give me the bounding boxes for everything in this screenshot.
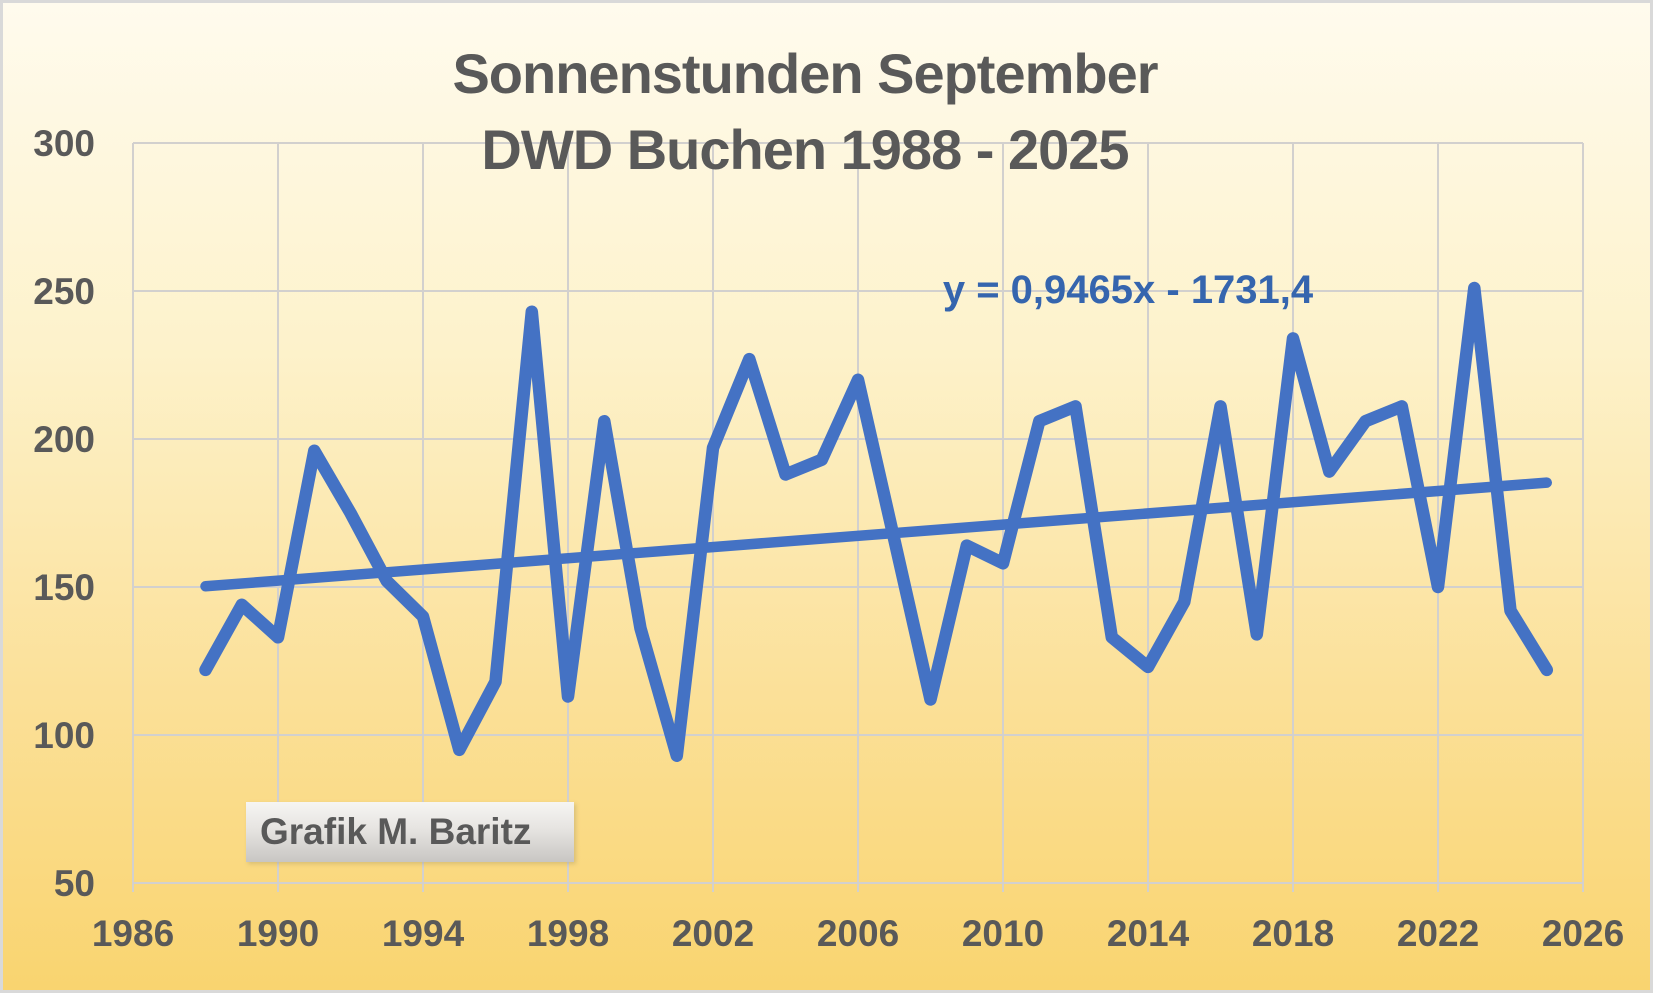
y-axis-tick-label: 50 <box>54 863 95 904</box>
x-axis-tick-label: 1994 <box>382 913 465 954</box>
x-axis-tick-label: 2026 <box>1542 913 1624 954</box>
y-axis-tick-label: 250 <box>33 271 95 312</box>
chart-title-line2: DWD Buchen 1988 - 2025 <box>481 118 1129 181</box>
x-axis-tick-label: 2006 <box>817 913 899 954</box>
x-axis-tick-label: 1986 <box>92 913 174 954</box>
chart-title: Sonnenstunden September DWD Buchen 1988 … <box>0 36 1610 188</box>
x-axis-tick-label: 2014 <box>1107 913 1190 954</box>
x-axis-tick-label: 1990 <box>237 913 319 954</box>
y-axis-tick-label: 150 <box>33 567 95 608</box>
credit-label: Grafik M. Baritz <box>260 811 532 852</box>
credit-box: Grafik M. Baritz <box>246 802 574 862</box>
x-axis-tick-label: 1998 <box>527 913 609 954</box>
x-axis-tick-label: 2002 <box>672 913 754 954</box>
y-axis-tick-label: 200 <box>33 419 95 460</box>
data-series-line <box>199 281 1554 762</box>
trendline-equation-label: y = 0,9465x - 1731,4 <box>942 268 1314 312</box>
chart-title-line1: Sonnenstunden September <box>452 42 1158 105</box>
y-axis-tick-label: 300 <box>33 123 95 164</box>
x-axis-tick-label: 2022 <box>1397 913 1479 954</box>
x-axis-tick-label: 2018 <box>1252 913 1334 954</box>
trendline <box>200 477 1552 592</box>
y-axis-tick-label: 100 <box>33 715 95 756</box>
x-axis-tick-label: 2010 <box>962 913 1044 954</box>
